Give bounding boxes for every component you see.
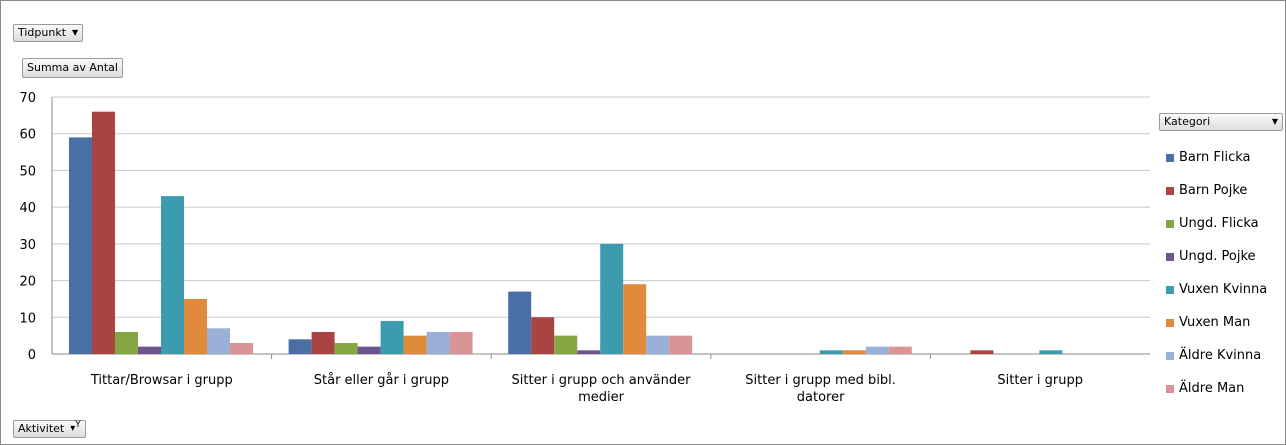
bar: [380, 320, 404, 354]
legend-item: Äldre Man: [1166, 372, 1267, 405]
legend-swatch: [1166, 351, 1174, 360]
bar: [426, 331, 450, 354]
y-tick-label: 70: [19, 91, 36, 106]
x-category-label: Står eller går i grupp: [314, 373, 449, 388]
legend-item: Barn Pojke: [1166, 174, 1267, 207]
legend-label: Barn Flicka: [1179, 150, 1251, 165]
axis-field-label: Aktivitet: [18, 422, 65, 435]
legend-label: Vuxen Man: [1179, 315, 1251, 330]
bar: [207, 328, 230, 354]
bar: [531, 317, 555, 354]
axis-field-button[interactable]: Aktivitet ▾ Y: [13, 420, 86, 438]
y-tick-label: 20: [19, 275, 36, 290]
legend-label: Barn Pojke: [1179, 183, 1248, 198]
y-tick-label: 40: [19, 201, 36, 216]
x-category-label: Tittar/Browsar i grupp: [90, 373, 233, 388]
legend-item: Ungd. Flicka: [1166, 207, 1267, 240]
bar: [623, 284, 647, 354]
chevron-down-icon[interactable]: ▼: [1271, 117, 1278, 126]
bar: [577, 350, 601, 354]
filter-icon[interactable]: ▾ Y: [70, 420, 81, 434]
legend-label: Äldre Kvinna: [1179, 348, 1262, 363]
bar: [646, 335, 670, 354]
bar: [403, 335, 427, 354]
legend-swatch: [1166, 153, 1174, 162]
legend-label: Vuxen Kvinna: [1179, 282, 1268, 297]
legend-field-button[interactable]: Kategori ▼: [1159, 113, 1283, 131]
legend-swatch: [1166, 318, 1174, 327]
y-tick-label: 0: [28, 348, 36, 363]
legend: Barn Flicka Barn Pojke Ungd. Flicka Ungd. P…: [1166, 141, 1267, 405]
bar: [819, 350, 843, 354]
x-category-label: Sitter i grupp och använder medier: [512, 373, 692, 405]
legend-item: Vuxen Kvinna: [1166, 273, 1267, 306]
x-category-label: Sitter i grupp: [997, 373, 1083, 388]
values-field-button[interactable]: Summa av Antal: [22, 58, 123, 78]
legend-swatch: [1166, 285, 1174, 294]
legend-item: Vuxen Man: [1166, 306, 1267, 339]
bar: [842, 350, 866, 354]
bar: [230, 342, 253, 354]
bar: [288, 339, 312, 354]
bar: [970, 350, 994, 354]
legend-swatch: [1166, 384, 1174, 393]
legend-label: Ungd. Flicka: [1179, 216, 1259, 231]
bar: [311, 331, 335, 354]
bar: [449, 331, 473, 354]
values-field-label: Summa av Antal: [27, 61, 118, 74]
legend-swatch: [1166, 219, 1174, 228]
chevron-down-icon[interactable]: ▼: [72, 28, 79, 37]
bar: [554, 335, 578, 354]
bar: [334, 342, 358, 354]
report-filter-button[interactable]: Tidpunkt ▼: [13, 24, 84, 42]
bar: [508, 291, 532, 354]
bar: [69, 137, 92, 354]
y-tick-label: 10: [19, 311, 36, 326]
bar: [1039, 350, 1063, 354]
y-tick-label: 60: [19, 128, 36, 143]
report-filter-label: Tidpunkt: [18, 26, 67, 39]
legend-label: Äldre Man: [1179, 381, 1245, 396]
bar: [115, 331, 138, 354]
y-tick-label: 50: [19, 164, 36, 179]
legend-field-label: Kategori: [1164, 115, 1211, 128]
x-category-label: Sitter i grupp med bibl. datorer: [745, 373, 896, 405]
legend-item: Äldre Kvinna: [1166, 339, 1267, 372]
bar: [865, 346, 889, 354]
legend-swatch: [1166, 186, 1174, 195]
bar: [600, 243, 624, 354]
bar: [357, 346, 381, 354]
bar: [184, 298, 207, 354]
bar: [888, 346, 912, 354]
bar: [161, 196, 184, 354]
bar: [669, 335, 693, 354]
bar: [138, 346, 161, 354]
legend-swatch: [1166, 252, 1174, 261]
legend-label: Ungd. Pojke: [1179, 249, 1256, 264]
bar: [92, 111, 115, 354]
legend-item: Ungd. Pojke: [1166, 240, 1267, 273]
y-tick-label: 30: [19, 238, 36, 253]
legend-item: Barn Flicka: [1166, 141, 1267, 174]
